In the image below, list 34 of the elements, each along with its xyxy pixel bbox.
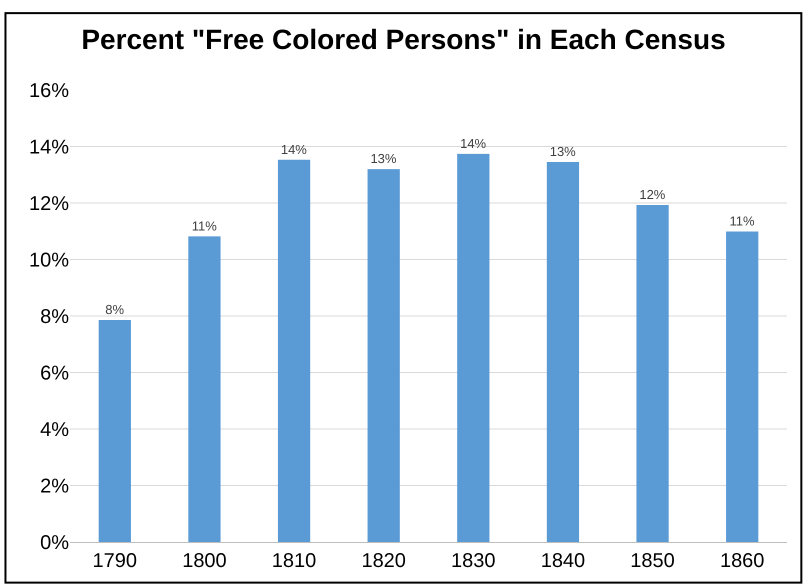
x-tick-label: 1840 xyxy=(540,550,586,572)
y-tick-label: 4% xyxy=(40,419,70,441)
chart-title: Percent "Free Colored Persons" in Each Census xyxy=(81,24,726,55)
y-tick-label: 0% xyxy=(40,532,70,554)
x-tick-label: 1830 xyxy=(451,550,496,572)
data-label: 13% xyxy=(370,151,397,166)
data-label: 11% xyxy=(729,214,755,229)
y-tick-label: 10% xyxy=(28,250,70,272)
data-label: 14% xyxy=(280,142,308,157)
data-label: 14% xyxy=(460,136,487,151)
y-tick-label: 8% xyxy=(40,306,70,328)
data-label: 12% xyxy=(639,186,666,202)
bar xyxy=(368,169,400,542)
bar xyxy=(726,232,758,542)
bar xyxy=(457,154,490,542)
x-tick-label: 1820 xyxy=(361,550,406,572)
y-tick-label: 14% xyxy=(28,136,70,158)
bar xyxy=(98,320,131,542)
x-tick-label: 1860 xyxy=(720,550,764,572)
y-tick-label: 12% xyxy=(28,193,70,215)
y-tick-label: 6% xyxy=(40,362,70,384)
bar xyxy=(188,236,221,542)
data-label: 8% xyxy=(105,302,124,317)
y-tick-label: 16% xyxy=(28,80,70,102)
data-label: 11% xyxy=(192,218,218,234)
x-tick-label: 1790 xyxy=(92,550,138,572)
x-tick-label: 1810 xyxy=(272,550,316,572)
bar xyxy=(546,162,580,542)
data-label: 13% xyxy=(550,144,576,160)
x-tick-label: 1800 xyxy=(182,550,227,572)
y-tick-label: 2% xyxy=(40,476,70,498)
x-tick-label: 1850 xyxy=(630,550,675,572)
bar xyxy=(278,160,310,542)
bar xyxy=(636,204,669,542)
